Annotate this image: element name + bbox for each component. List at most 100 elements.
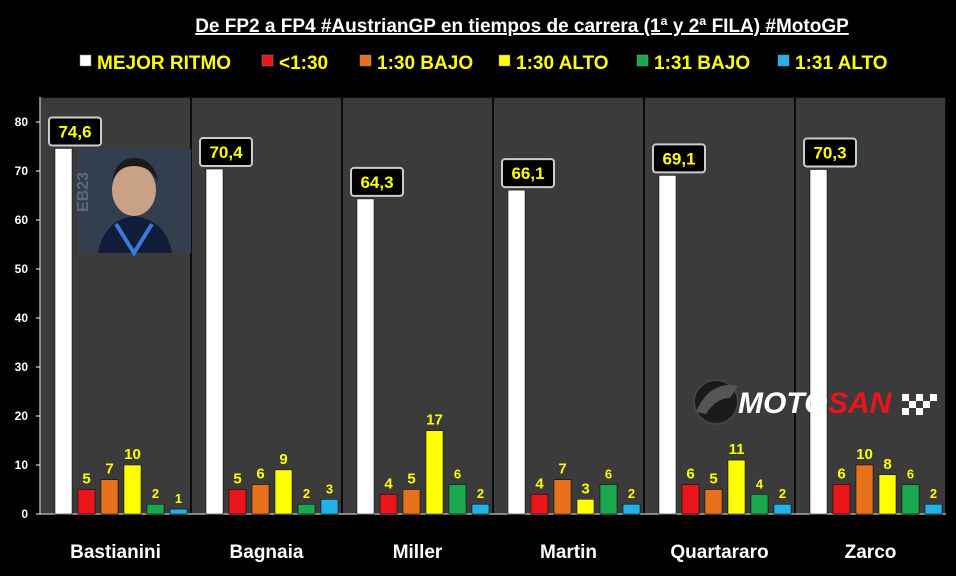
best-pace-label: 70,4 xyxy=(209,143,243,162)
category-label-martin: Martin xyxy=(540,542,597,563)
best-pace-box xyxy=(501,158,555,189)
bar-quartararo-1-30 xyxy=(681,484,700,515)
bar-bastianini-1-30-alto xyxy=(123,464,142,515)
chart-title: De FP2 a FP4 #AustrianGP en tiempos de c… xyxy=(195,16,849,37)
bar-quartararo-1-30-bajo xyxy=(704,489,723,515)
legend-swatch xyxy=(79,54,92,67)
legend-swatch xyxy=(359,54,372,67)
bar-miller-1-31-alto xyxy=(471,503,490,515)
data-label: 2 xyxy=(303,486,310,501)
bar-quartararo-1-31-alto xyxy=(773,503,792,515)
bar-zarco-1-30-bajo xyxy=(855,464,874,515)
legend-swatch xyxy=(636,54,649,67)
bar-miller-1-30 xyxy=(379,494,398,515)
bar-bagnaia-1-31-bajo xyxy=(297,503,316,515)
rider-photo: EB23 xyxy=(75,149,191,257)
data-label: 4 xyxy=(756,476,764,491)
bar-quartararo-1-30-alto xyxy=(727,459,746,515)
data-label: 2 xyxy=(628,486,635,501)
y-tick-label: 20 xyxy=(15,409,29,423)
best-pace-label: 70,3 xyxy=(813,144,846,163)
data-label: 4 xyxy=(384,475,393,492)
data-label: 10 xyxy=(124,446,141,463)
bar-zarco-1-30 xyxy=(832,484,851,515)
data-label: 17 xyxy=(426,412,443,429)
data-label: 6 xyxy=(605,467,612,482)
bar-zarco-1-31-alto xyxy=(924,503,943,515)
bar-quartararo-1-31-bajo xyxy=(750,494,769,515)
y-tick-label: 10 xyxy=(15,458,29,472)
legend-label: 1:31 ALTO xyxy=(795,53,888,74)
data-label: 6 xyxy=(837,466,845,483)
best-pace-label: 74,6 xyxy=(58,122,91,141)
data-label: 6 xyxy=(686,466,694,483)
data-label: 2 xyxy=(930,486,937,501)
bar-bagnaia-1-30-bajo xyxy=(251,484,270,515)
watermark-logo: MOTO SAN xyxy=(693,379,937,425)
category-label-miller: Miller xyxy=(393,542,443,563)
best-pace-box xyxy=(803,137,857,168)
data-label: 2 xyxy=(779,486,786,501)
y-tick-label: 60 xyxy=(15,213,29,227)
data-label: 11 xyxy=(729,441,745,458)
bar-miller-1-30-alto xyxy=(425,430,444,515)
legend-item-1-30-bajo: 1:30 BAJO xyxy=(359,53,473,74)
best-pace-box xyxy=(350,166,404,197)
legend-item-1-31-bajo: 1:31 BAJO xyxy=(636,53,750,74)
category-labels: Bastianini Bagnaia Miller Martin Quartararo Z… xyxy=(70,542,896,563)
svg-text:EB23: EB23 xyxy=(75,172,92,212)
data-label: 3 xyxy=(581,480,589,497)
data-label: 7 xyxy=(105,461,113,478)
bar-martin-1-30 xyxy=(530,494,549,515)
data-label: 10 xyxy=(856,446,873,463)
bar-bastianini-mejor-ritmo xyxy=(54,148,73,515)
bar-zarco-1-31-bajo xyxy=(901,484,920,515)
bar-martin-1-30-alto xyxy=(576,499,595,515)
bar-martin-mejor-ritmo xyxy=(507,189,526,515)
bar-miller-1-31-bajo xyxy=(448,484,467,515)
data-label: 5 xyxy=(233,471,241,488)
legend-item-mejor-ritmo: MEJOR RITMO xyxy=(79,53,231,74)
y-tick-label: 80 xyxy=(15,115,29,129)
y-tick-label: 0 xyxy=(21,507,28,521)
legend-swatch xyxy=(498,54,511,67)
legend-item-1-30-alto: 1:30 ALTO xyxy=(498,53,609,74)
y-tick-label: 50 xyxy=(15,262,29,276)
bar-bagnaia-1-31-alto xyxy=(320,499,339,515)
data-label: 5 xyxy=(407,471,415,488)
data-label: 2 xyxy=(152,486,159,501)
data-label: 8 xyxy=(883,456,891,473)
bar-bastianini-1-30-bajo xyxy=(100,479,119,515)
data-label: 6 xyxy=(454,467,461,482)
data-label: 3 xyxy=(326,481,333,496)
bar-bastianini-1-30 xyxy=(77,489,96,515)
legend-label: <1:30 xyxy=(279,53,328,74)
bar-zarco-1-30-alto xyxy=(878,474,897,515)
bar-martin-1-30-bajo xyxy=(553,479,572,515)
bar-quartararo-mejor-ritmo xyxy=(658,175,677,515)
best-pace-box xyxy=(652,143,706,174)
legend-label: 1:30 ALTO xyxy=(516,53,609,74)
y-tick-label: 30 xyxy=(15,360,29,374)
bar-bagnaia-mejor-ritmo xyxy=(205,168,224,515)
category-label-bastianini: Bastianini xyxy=(70,542,161,563)
data-label: 6 xyxy=(256,466,264,483)
data-label: 9 xyxy=(279,451,287,468)
category-label-bagnaia: Bagnaia xyxy=(230,542,304,563)
data-label: 5 xyxy=(709,471,717,488)
data-label: 7 xyxy=(558,461,566,478)
data-label: 1 xyxy=(175,491,182,506)
bar-miller-mejor-ritmo xyxy=(356,198,375,515)
legend-item-1-31-alto: 1:31 ALTO xyxy=(777,53,888,74)
y-tick-label: 70 xyxy=(15,164,29,178)
bar-bastianini-1-31-alto xyxy=(169,508,188,515)
best-pace-label: 64,3 xyxy=(360,173,393,192)
data-label: 2 xyxy=(477,486,484,501)
bar-martin-1-31-bajo xyxy=(599,484,618,515)
legend-swatch xyxy=(777,54,790,67)
y-tick-label: 40 xyxy=(15,311,29,325)
bar-zarco-mejor-ritmo xyxy=(809,169,828,515)
data-label: 6 xyxy=(907,467,914,482)
